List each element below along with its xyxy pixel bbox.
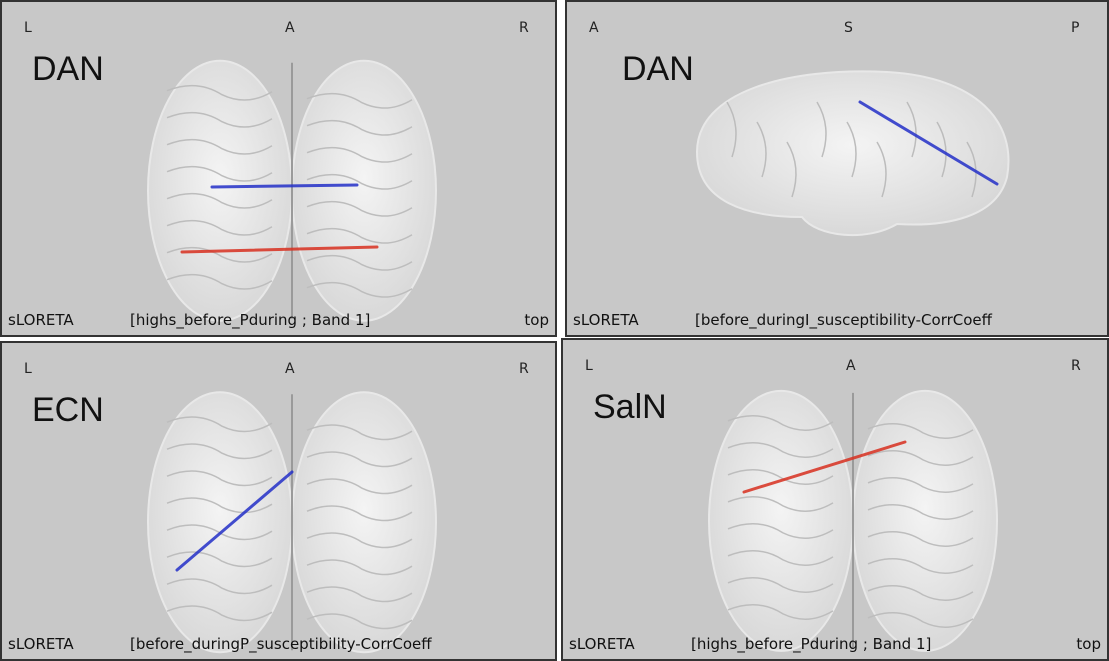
view-label: top bbox=[524, 311, 549, 329]
software-label: sLORETA bbox=[569, 635, 635, 653]
network-label: ECN bbox=[32, 391, 104, 430]
network-label: DAN bbox=[32, 50, 104, 89]
view-label: top bbox=[1076, 635, 1101, 653]
software-label: sLORETA bbox=[8, 635, 74, 653]
orientation-left: L bbox=[24, 361, 32, 377]
view-panel: L A R ECN sLORETA [before_duringP_susceptibil… bbox=[0, 341, 557, 661]
orientation-left: L bbox=[585, 358, 593, 374]
connection bbox=[212, 185, 357, 187]
network-label: DAN bbox=[622, 50, 694, 89]
view-panel: L A R SalN sLORETA [highs_before_Pduring ; Ba… bbox=[561, 338, 1109, 661]
orientation-right: P bbox=[1071, 20, 1079, 36]
description-label: [highs_before_Pduring ; Band 1] bbox=[691, 635, 931, 653]
description-label: [before_duringI_susceptibility-CorrCoeff bbox=[695, 311, 992, 329]
orientation-left: A bbox=[589, 20, 599, 36]
brain-right bbox=[292, 392, 436, 652]
orientation-right: R bbox=[519, 20, 529, 36]
orientation-left: L bbox=[24, 20, 32, 36]
software-label: sLORETA bbox=[8, 311, 74, 329]
orientation-center: A bbox=[285, 361, 295, 377]
view-panel: L A R DAN sLORETA [highs_before_Pduring ; Ban… bbox=[0, 0, 557, 337]
software-label: sLORETA bbox=[573, 311, 639, 329]
brain bbox=[697, 71, 1009, 235]
orientation-center: S bbox=[844, 20, 853, 36]
view-panel: A S P DAN sLORETA [before_duringI_susceptibil… bbox=[565, 0, 1109, 337]
orientation-right: R bbox=[519, 361, 529, 377]
orientation-right: R bbox=[1071, 358, 1081, 374]
description-label: [highs_before_Pduring ; Band 1] bbox=[130, 311, 370, 329]
description-label: [before_duringP_susceptibility-CorrCoeff bbox=[130, 635, 432, 653]
screenshot: L A R DAN sLORETA [highs_before_Pduring ; Ban… bbox=[0, 0, 1109, 661]
brain-right bbox=[853, 391, 997, 651]
network-label: SalN bbox=[593, 388, 667, 427]
orientation-center: A bbox=[846, 358, 856, 374]
brain-right bbox=[292, 61, 436, 321]
orientation-center: A bbox=[285, 20, 295, 36]
